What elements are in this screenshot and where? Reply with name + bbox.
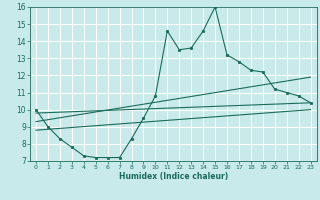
X-axis label: Humidex (Indice chaleur): Humidex (Indice chaleur)	[119, 172, 228, 181]
